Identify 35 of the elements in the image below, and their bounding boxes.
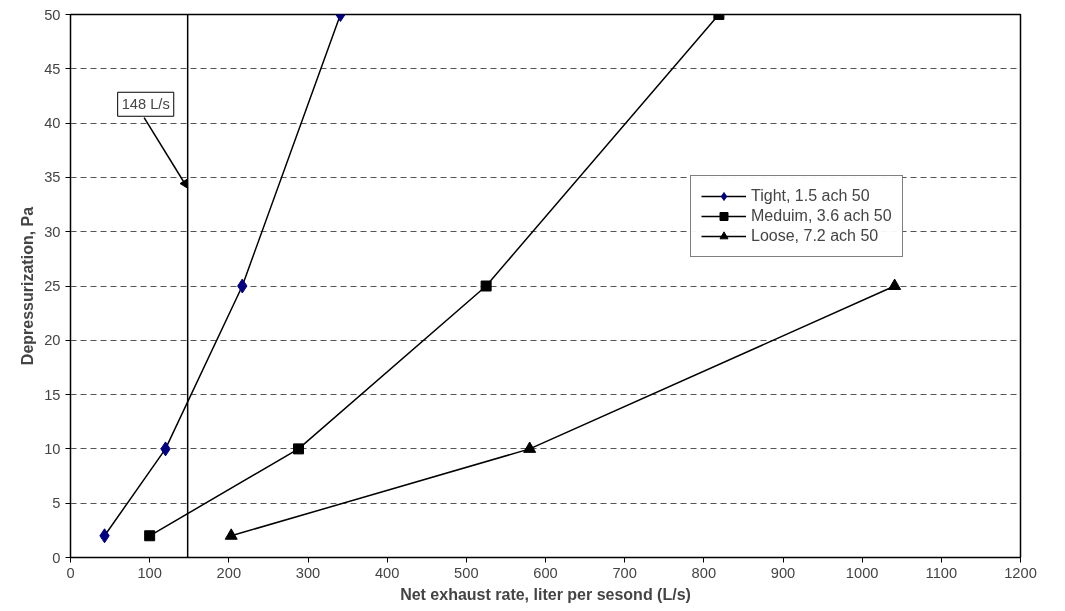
x-tick-label: 500 (454, 564, 479, 581)
y-tick-label: 20 (44, 332, 61, 349)
x-tick-label: 0 (66, 564, 75, 581)
x-tick-label: 300 (295, 564, 321, 581)
point (293, 443, 304, 455)
x-axis-title: Net exhaust rate, liter per sesond (L/s) (400, 585, 691, 603)
x-tick-label: 100 (137, 564, 162, 581)
x-tick-label: 200 (216, 564, 242, 581)
legend-label: Meduim, 3.6 ach 50 (751, 207, 892, 225)
x-tick-label: 1000 (845, 564, 879, 581)
y-tick-label: 10 (44, 440, 61, 457)
y-tick-label: 50 (44, 6, 61, 23)
annotation: 148 L/s (121, 96, 170, 113)
x-tick-label: 600 (533, 564, 558, 581)
y-tick-label: 45 (44, 60, 61, 77)
y-tick-label: 30 (44, 223, 61, 240)
legend-label: Tight, 1.5 ach 50 (751, 187, 870, 205)
x-tick-label: 700 (612, 564, 637, 581)
x-tick-label: 800 (691, 564, 717, 581)
point (144, 530, 156, 542)
x-tick-label: 1100 (925, 564, 958, 581)
x-tick-label: 900 (770, 564, 796, 581)
y-tick-label: 0 (52, 549, 61, 566)
y-tick-label: 15 (44, 386, 61, 403)
legend-label: Loose, 7.2 ach 50 (751, 227, 879, 245)
x-tick-label: 400 (374, 564, 400, 581)
y-tick-label: 40 (44, 115, 61, 132)
y-tick-label: 35 (44, 169, 61, 186)
y-tick-label: 5 (52, 495, 61, 512)
point (224, 528, 238, 540)
x-tick-label: 1200 (1004, 564, 1037, 581)
point (480, 280, 492, 292)
point (523, 441, 537, 453)
y-axis-title: Depressurization, Pa (19, 206, 37, 366)
y-tick-label: 25 (44, 278, 61, 294)
